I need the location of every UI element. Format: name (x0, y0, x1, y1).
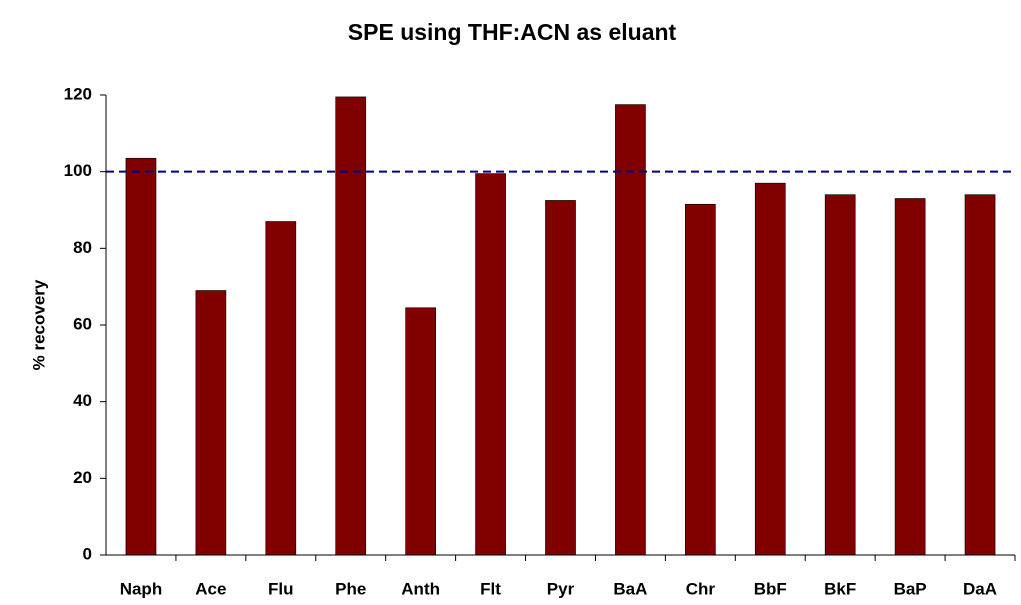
bar (195, 290, 227, 556)
bar (964, 194, 996, 556)
bar (754, 182, 786, 556)
x-tick-label: BaP (894, 579, 927, 598)
x-tick-label: BaA (613, 579, 647, 598)
x-tick-label: Phe (335, 579, 366, 598)
y-tick-label: 80 (73, 238, 92, 257)
bar (405, 307, 436, 556)
bar (545, 200, 576, 556)
bar (335, 96, 367, 556)
x-tick-label: Ace (195, 579, 226, 598)
y-axis-label: % recovery (29, 279, 48, 370)
x-tick-label: Pyr (547, 579, 575, 598)
y-tick-label: 20 (73, 468, 92, 487)
bar (685, 203, 716, 556)
x-tick-label: Flu (268, 579, 294, 598)
x-tick-label: BkF (824, 579, 856, 598)
y-tick-label: 60 (73, 314, 92, 333)
bar (824, 194, 856, 556)
x-tick-label: Anth (401, 579, 440, 598)
bar (894, 198, 926, 556)
y-tick-label: 0 (83, 544, 92, 563)
x-tick-label: BbF (754, 579, 787, 598)
x-tick-label: Chr (686, 579, 716, 598)
bar (125, 157, 157, 556)
chart-title: SPE using THF:ACN as eluant (348, 19, 677, 45)
bar (265, 221, 297, 556)
y-tick-label: 120 (64, 84, 92, 103)
y-tick-label: 40 (73, 391, 92, 410)
x-tick-label: Flt (480, 579, 501, 598)
bar (615, 104, 646, 556)
y-tick-label: 100 (64, 161, 92, 180)
bar (475, 173, 506, 556)
x-tick-label: DaA (963, 579, 997, 598)
x-tick-label: Naph (120, 579, 163, 598)
